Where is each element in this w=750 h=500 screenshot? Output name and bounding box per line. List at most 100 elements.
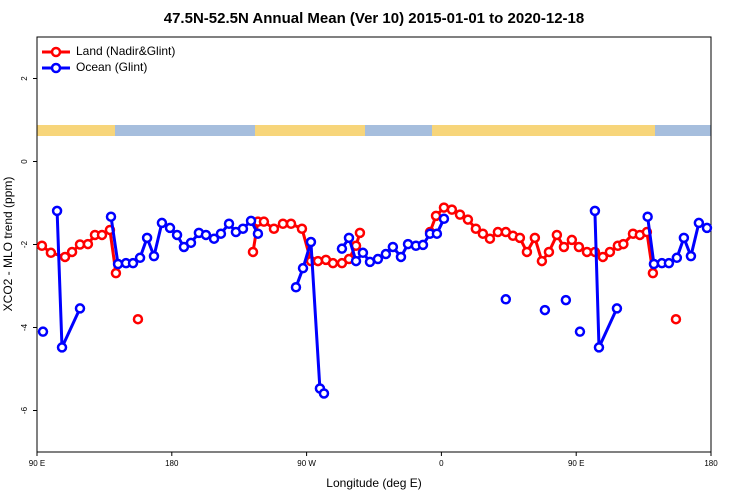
data-point — [560, 294, 572, 306]
data-point — [132, 313, 144, 325]
data-point — [380, 248, 392, 260]
data-point — [395, 251, 407, 263]
data-point — [45, 247, 57, 259]
data-point — [156, 217, 168, 229]
data-point — [372, 253, 384, 265]
land-ocean-strip — [37, 125, 711, 136]
y-tick-label: -6 — [20, 406, 29, 414]
legend-marker — [50, 62, 62, 74]
data-point — [105, 211, 117, 222]
y-tick-label: -4 — [20, 323, 29, 331]
data-point — [208, 233, 220, 244]
data-point — [252, 228, 264, 239]
data-point — [685, 250, 697, 262]
data-point — [678, 232, 690, 244]
y-tick-label: -2 — [20, 240, 29, 248]
data-point — [200, 229, 212, 241]
data-point — [277, 218, 289, 229]
data-point — [223, 218, 235, 229]
data-point — [647, 267, 659, 279]
data-point — [110, 267, 122, 279]
x-tick-label: 90 E — [29, 459, 45, 468]
data-point — [670, 313, 682, 325]
data-point — [354, 227, 366, 239]
legend-label: Ocean (Glint) — [76, 60, 147, 74]
data-point — [296, 223, 308, 234]
data-point — [693, 217, 705, 229]
data-point — [36, 240, 48, 251]
data-point — [402, 238, 414, 250]
data-point — [82, 238, 94, 250]
data-point — [566, 234, 578, 246]
data-point — [305, 236, 317, 248]
data-point — [573, 241, 585, 253]
data-point — [96, 229, 108, 241]
data-point — [350, 255, 362, 267]
data-point — [127, 257, 139, 269]
data-point — [589, 205, 601, 217]
y-axis-label: XCO2 - MLO trend (ppm) — [1, 177, 15, 312]
x-tick-label: 180 — [704, 459, 718, 468]
x-tick-label: 90 E — [568, 459, 584, 468]
series-line — [55, 210, 708, 395]
data-point — [245, 215, 257, 227]
data-point — [446, 204, 458, 215]
data-point — [66, 246, 78, 258]
x-axis-label: Longitude (deg E) — [326, 476, 421, 490]
data-point — [521, 246, 533, 258]
data-point — [663, 257, 675, 269]
data-point — [56, 342, 68, 353]
data-point — [134, 252, 146, 264]
legend-label: Land (Nadir&Glint) — [76, 44, 175, 58]
data-point — [74, 303, 86, 314]
data-point — [215, 228, 227, 239]
data-point — [318, 388, 330, 399]
data-point — [185, 237, 197, 249]
data-point — [141, 232, 153, 244]
data-point — [604, 246, 616, 258]
data-point — [59, 251, 71, 263]
y-tick-label: 0 — [20, 159, 29, 164]
data-point — [297, 262, 309, 274]
data-point — [593, 342, 605, 353]
data-point — [701, 222, 713, 234]
data-point — [618, 238, 629, 250]
data-point — [148, 250, 160, 262]
data-point — [462, 214, 474, 225]
data-point — [477, 228, 489, 239]
data-point — [327, 257, 339, 269]
plot-frame — [36, 36, 712, 453]
y-tick-label: 2 — [20, 76, 29, 81]
data-point — [258, 216, 270, 227]
data-point — [431, 228, 443, 239]
data-point — [312, 255, 324, 267]
data-point — [470, 223, 482, 234]
data-point — [529, 232, 541, 244]
data-point — [343, 232, 355, 244]
x-tick-label: 0 — [439, 459, 444, 468]
data-point — [611, 303, 623, 314]
data-point — [290, 281, 302, 293]
data-point — [336, 243, 348, 254]
data-point — [543, 246, 555, 258]
data-point — [171, 229, 183, 241]
data-point — [438, 213, 450, 225]
data-point — [164, 222, 176, 234]
data-point — [558, 241, 570, 253]
legend-marker — [50, 46, 62, 58]
data-point — [387, 241, 399, 253]
data-point — [268, 223, 280, 234]
data-point — [671, 252, 683, 264]
data-point — [37, 326, 49, 337]
data-point — [51, 205, 63, 217]
data-point — [642, 211, 653, 222]
data-point — [551, 229, 563, 241]
chart-title: 47.5N-52.5N Annual Mean (Ver 10) 2015-01… — [164, 10, 584, 27]
data-point — [417, 239, 429, 251]
x-tick-label: 180 — [165, 459, 179, 468]
data-point — [484, 233, 496, 244]
data-point — [357, 247, 369, 259]
data-point — [285, 218, 297, 229]
data-point — [574, 326, 586, 337]
